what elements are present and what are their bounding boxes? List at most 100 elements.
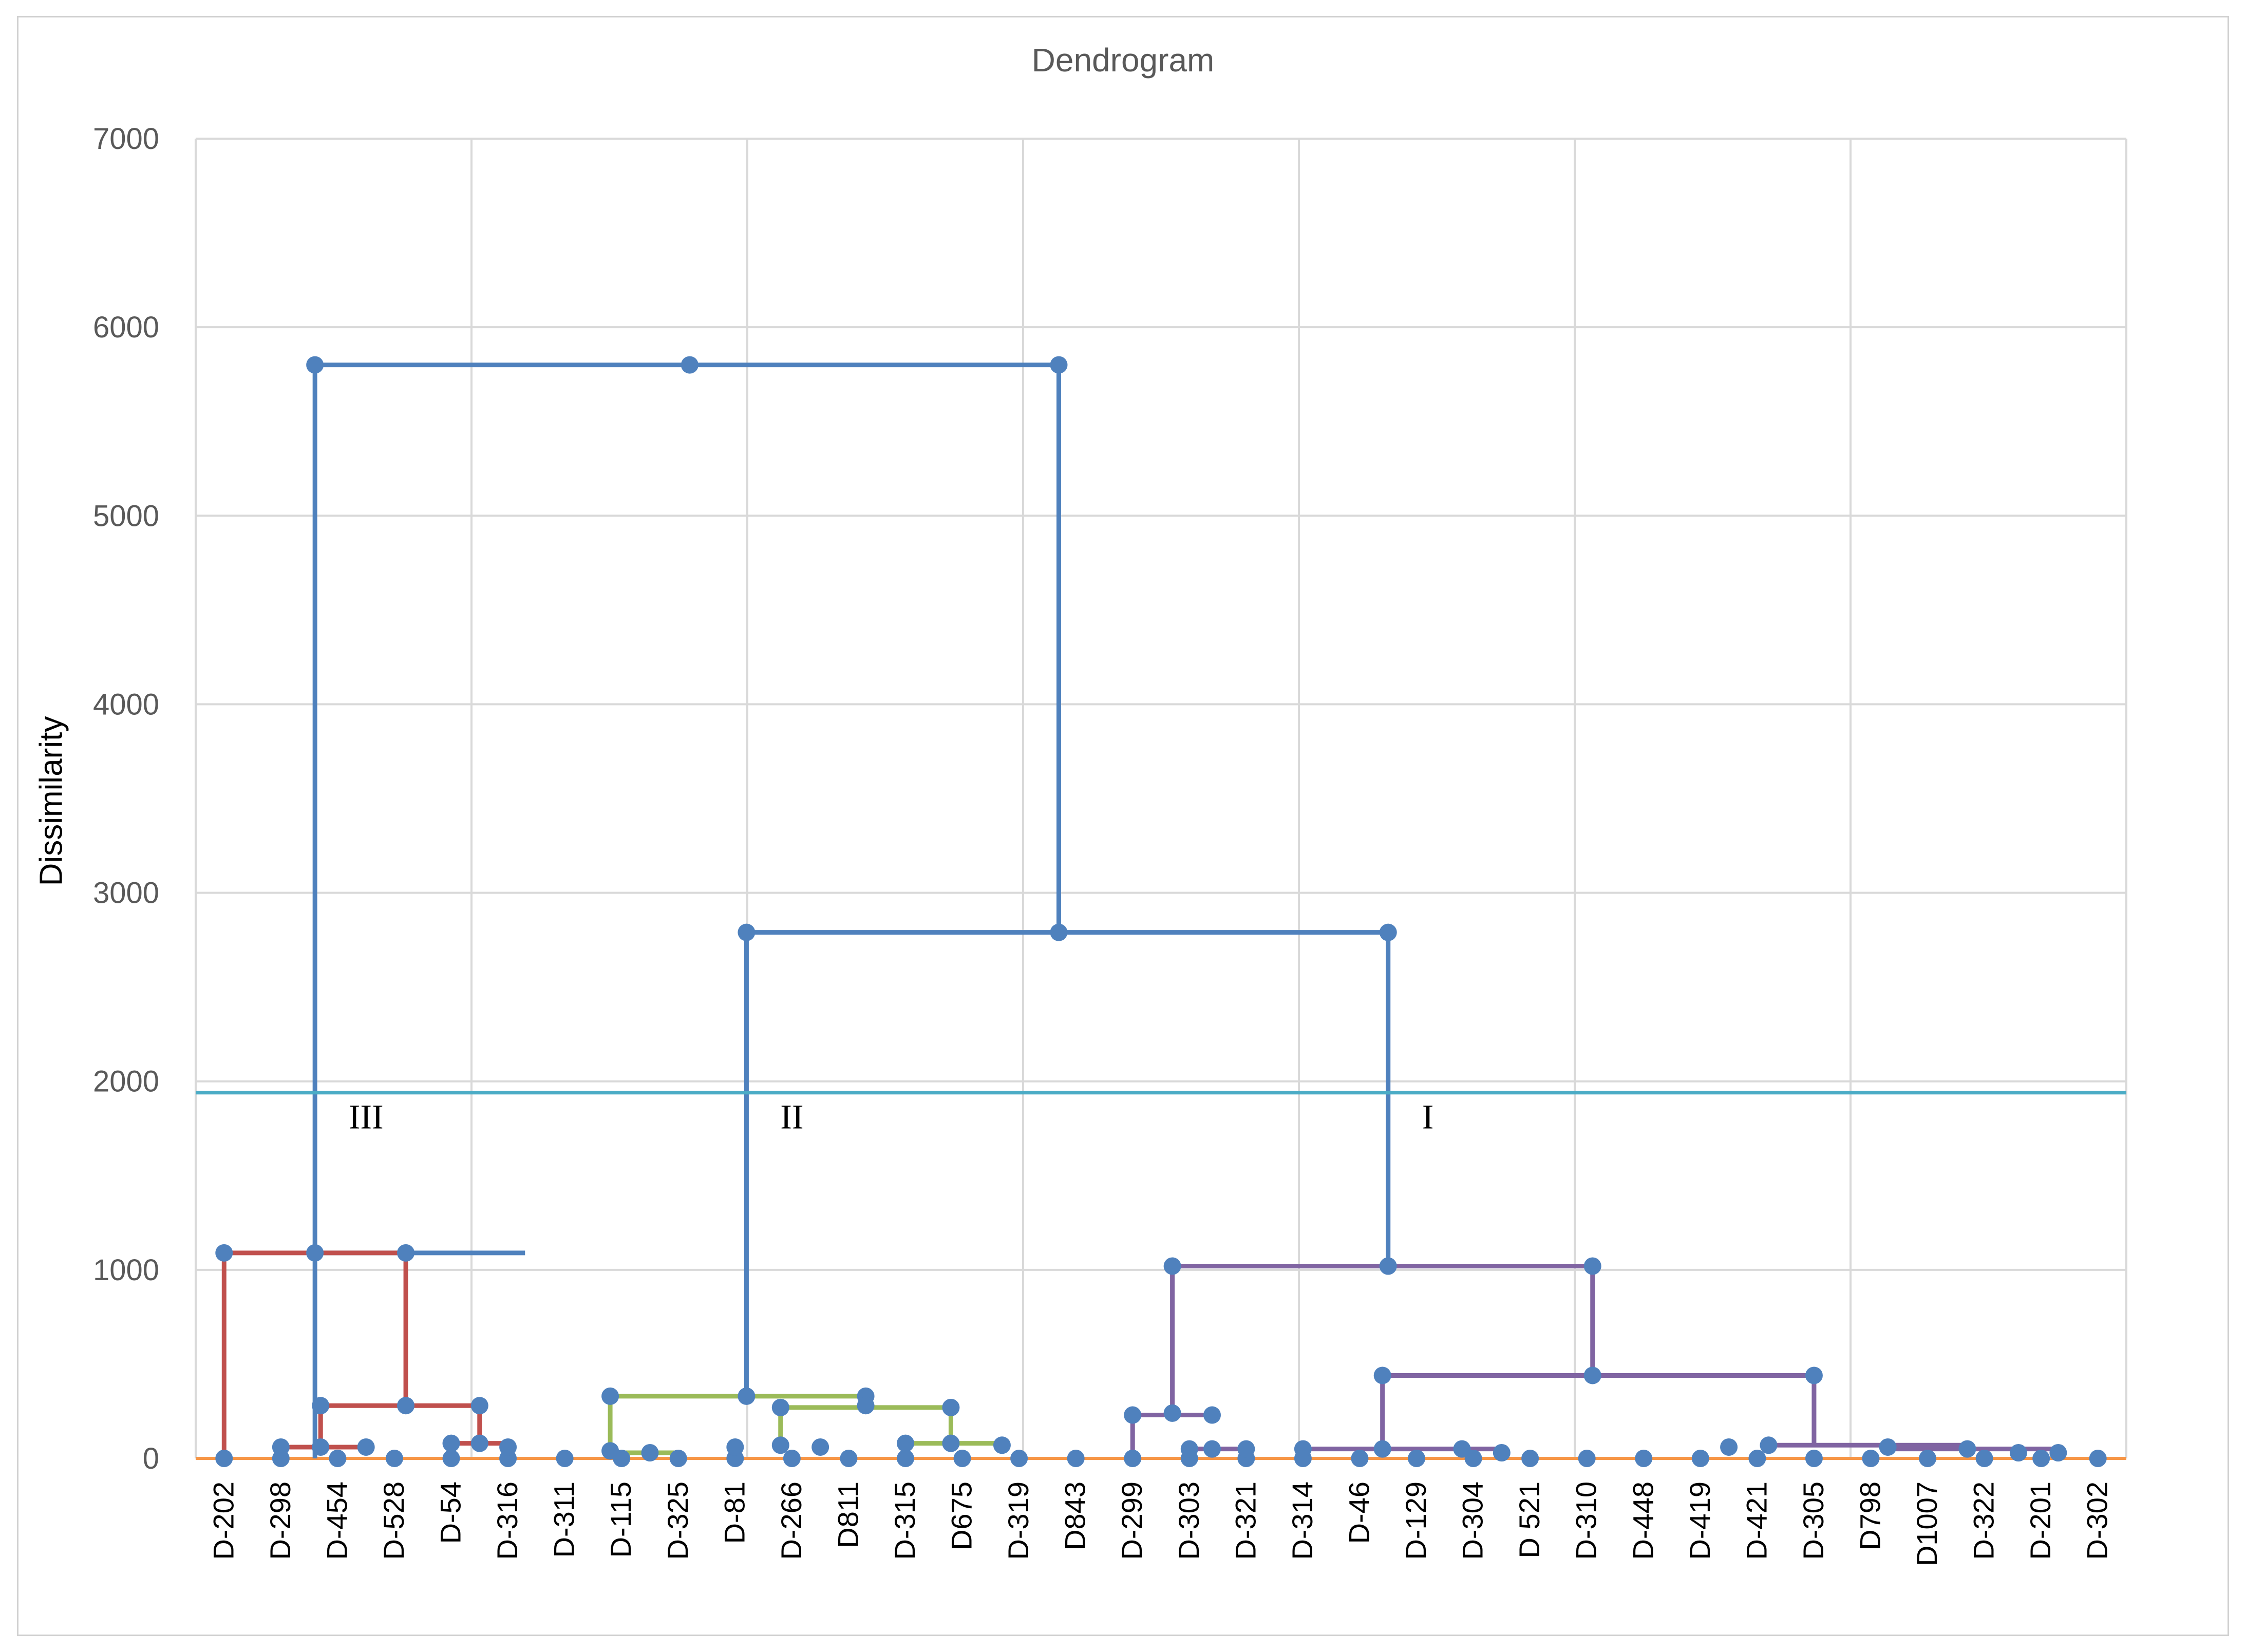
- x-tick-label: D-54: [435, 1482, 467, 1544]
- merge-node: [312, 1397, 330, 1415]
- cluster-label: I: [1422, 1097, 1434, 1136]
- x-tick-label: D-322: [1968, 1482, 2000, 1560]
- x-tick-label: D-325: [662, 1482, 694, 1560]
- merge-node: [1379, 1257, 1397, 1275]
- x-tick-label: D-115: [605, 1482, 637, 1558]
- x-tick-label: D-129: [1400, 1482, 1432, 1560]
- y-tick-label: 6000: [93, 311, 159, 344]
- cluster-labels: III II I: [349, 1097, 1434, 1136]
- merge-node: [601, 1387, 619, 1405]
- y-tick-label: 5000: [93, 499, 159, 533]
- merge-link: [312, 1250, 525, 1458]
- x-tick-label: D-81: [718, 1482, 750, 1544]
- merge-link: [312, 363, 1061, 1253]
- merge-node: [397, 1397, 415, 1415]
- x-tick-label: D-528: [378, 1482, 410, 1560]
- x-tick-label: D-421: [1740, 1482, 1772, 1560]
- merge-node: [2009, 1444, 2027, 1461]
- merge-node: [896, 1434, 914, 1452]
- x-tick-label: D675: [946, 1482, 978, 1550]
- merge-node: [601, 1442, 619, 1460]
- x-tick-label: D-303: [1173, 1482, 1205, 1560]
- x-tick-label: D798: [1854, 1482, 1886, 1550]
- x-tick-label: D-419: [1684, 1482, 1716, 1560]
- x-tick-label: D-201: [2024, 1482, 2056, 1560]
- merge-node: [306, 1244, 324, 1262]
- cluster-label: II: [780, 1097, 803, 1136]
- merge-link: [1380, 1373, 1817, 1449]
- x-tick-label: D843: [1059, 1482, 1091, 1550]
- merge-node: [215, 1244, 233, 1262]
- y-tick-label: 4000: [93, 688, 159, 721]
- merge-node: [1720, 1438, 1738, 1456]
- merge-node: [1163, 1257, 1181, 1275]
- y-tick-label: 0: [143, 1442, 159, 1475]
- merge-node: [1124, 1406, 1142, 1424]
- merge-node: [1583, 1366, 1601, 1384]
- merge-node: [357, 1438, 375, 1456]
- leaf-node: [783, 1450, 801, 1467]
- merge-node: [1493, 1444, 1511, 1461]
- gridlines: [195, 138, 2127, 1459]
- leaf-node: [2089, 1450, 2107, 1467]
- x-tick-label: D-315: [889, 1482, 921, 1560]
- merge-node: [1583, 1257, 1601, 1275]
- dendrogram-nodes: [215, 356, 2107, 1467]
- merge-node: [771, 1436, 789, 1454]
- merge-node: [1180, 1440, 1198, 1458]
- x-tick-label: D-298: [264, 1482, 296, 1560]
- merge-node: [641, 1444, 659, 1461]
- merge-node: [1805, 1366, 1823, 1384]
- merge-node: [993, 1436, 1011, 1454]
- merge-node: [442, 1434, 460, 1452]
- leaf-node: [953, 1450, 971, 1467]
- chart-frame: [17, 16, 2229, 1636]
- leaf-node: [1408, 1450, 1426, 1467]
- x-tick-label: D-321: [1229, 1482, 1261, 1560]
- leaf-node: [1975, 1450, 1993, 1467]
- leaf-node: [1521, 1450, 1539, 1467]
- merge-node: [312, 1438, 330, 1456]
- x-tick-label: D-314: [1286, 1482, 1318, 1560]
- merge-node: [1373, 1440, 1391, 1458]
- leaf-node: [1010, 1450, 1028, 1467]
- x-tick-label: D-202: [207, 1482, 239, 1560]
- y-tick-labels: 0 1000 2000 3000 4000 5000 6000 7000: [93, 122, 159, 1475]
- x-tick-label: D-304: [1457, 1482, 1489, 1560]
- chart-title: Dendrogram: [1031, 42, 1215, 79]
- leaf-node: [442, 1450, 460, 1467]
- x-tick-label: D-448: [1627, 1482, 1659, 1560]
- merge-node: [397, 1244, 415, 1262]
- x-tick-label: D-46: [1343, 1482, 1375, 1544]
- merge-link: [1059, 930, 1391, 1266]
- y-tick-label: 7000: [93, 122, 159, 156]
- x-tick-label: D-299: [1116, 1482, 1148, 1560]
- merge-node: [1050, 356, 1068, 374]
- merge-node: [2049, 1444, 2067, 1461]
- leaf-node: [669, 1450, 687, 1467]
- merge-node: [1203, 1406, 1221, 1424]
- leaf-node: [1862, 1450, 1880, 1467]
- leaf-node: [1805, 1450, 1823, 1467]
- merge-node: [681, 356, 699, 374]
- merge-node: [771, 1398, 789, 1416]
- leaf-node: [329, 1450, 347, 1467]
- merge-node: [306, 356, 324, 374]
- x-tick-labels: D-202 D-298 D-454 D-528 D-54 D-316 D-311 D-115 D…: [207, 1482, 2113, 1566]
- x-tick-label: D-266: [775, 1482, 807, 1560]
- merge-node: [1294, 1440, 1312, 1458]
- leaf-node: [896, 1450, 914, 1467]
- merge-node: [1958, 1440, 1976, 1458]
- x-tick-label: D1007: [1911, 1482, 1943, 1566]
- merge-node: [738, 923, 756, 941]
- merge-node: [1237, 1440, 1255, 1458]
- leaf-node: [1351, 1450, 1369, 1467]
- leaf-node: [840, 1450, 858, 1467]
- merge-node: [857, 1397, 875, 1415]
- merge-node: [1050, 923, 1068, 941]
- x-tick-label: D-305: [1797, 1482, 1829, 1560]
- leaf-node: [1067, 1450, 1085, 1467]
- merge-node: [1760, 1436, 1778, 1454]
- leaf-node: [1919, 1450, 1937, 1467]
